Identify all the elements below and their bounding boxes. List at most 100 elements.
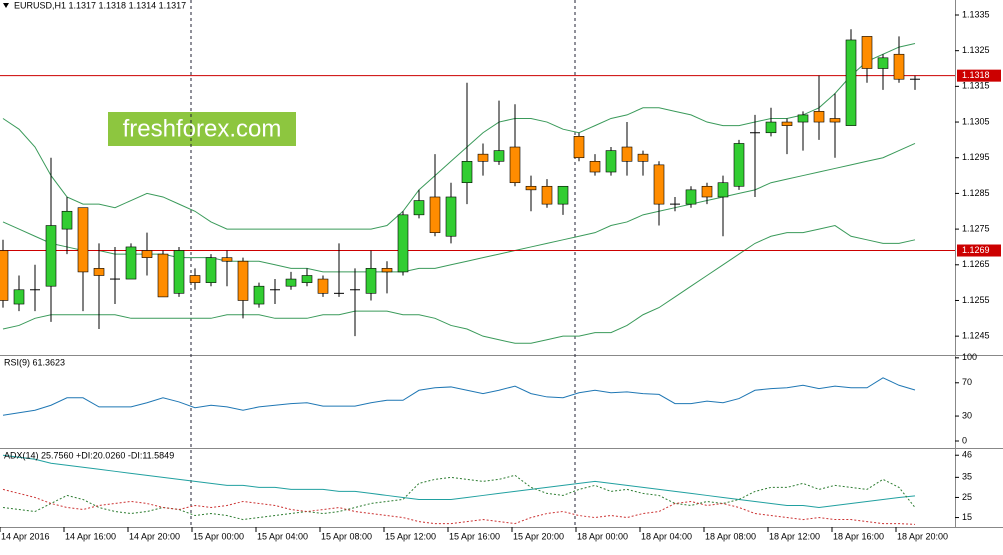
candle-body (477, 153, 489, 162)
y-tick-label: 0 (962, 435, 967, 445)
candle-body (557, 185, 569, 205)
candle-body (445, 196, 457, 237)
candle-body (765, 121, 777, 134)
candle-body (541, 185, 553, 205)
candle-body (61, 210, 73, 230)
candle-body (77, 207, 89, 273)
candle-body (93, 268, 105, 276)
y-tick-label: 1.1255 (962, 295, 990, 305)
x-tick-label: 14 Apr 2016 (1, 531, 50, 541)
panel-title: EURUSD,H1 1.1317 1.1318 1.1314 1.1317 (14, 0, 186, 10)
y-tick-label: 1.1285 (962, 188, 990, 198)
candle-body (893, 53, 905, 80)
bollinger-band (2, 43, 916, 230)
candle-body (413, 200, 425, 216)
x-tick-label: 18 Apr 00:00 (577, 531, 628, 541)
candle-body (701, 185, 713, 198)
watermark-bg (108, 112, 296, 146)
candle-body (589, 160, 601, 173)
indicator-line (2, 377, 916, 416)
bollinger-band (2, 224, 916, 344)
x-tick-label: 18 Apr 12:00 (769, 531, 820, 541)
candle-body (813, 111, 825, 123)
y-tick-label: 46 (962, 450, 972, 460)
candle-body (829, 118, 841, 123)
candle-body (637, 153, 649, 162)
candle-body (45, 225, 57, 287)
y-tick-label: 1.1325 (962, 45, 990, 55)
indicator-line (2, 474, 916, 521)
x-tick-label: 14 Apr 16:00 (65, 531, 116, 541)
y-tick-label: 1.1245 (962, 331, 990, 341)
watermark-box: freshforex.com (108, 112, 296, 146)
y-tick-label: 1.1305 (962, 116, 990, 126)
candle-body (189, 275, 201, 283)
watermark: freshforex.com (123, 115, 282, 142)
y-tick-label: 25 (962, 492, 972, 502)
candle-body (573, 136, 585, 159)
candle-body (525, 185, 537, 191)
y-tick-label: 35 (962, 472, 972, 482)
candle-body (733, 143, 745, 187)
candle-body (173, 250, 185, 294)
level-label-bg (957, 69, 1001, 82)
level-label: 1.1269 (962, 245, 990, 255)
x-tick-label: 15 Apr 04:00 (257, 531, 308, 541)
candle-body (877, 57, 889, 69)
candle-body (621, 146, 633, 162)
indicator-line (2, 488, 916, 525)
y-tick-label: 15 (962, 512, 972, 522)
y-tick-label: 1.1275 (962, 223, 990, 233)
candle-body (653, 164, 665, 205)
candle-body (493, 150, 505, 162)
candle-body (717, 182, 729, 198)
y-tick-label: 1.1315 (962, 81, 990, 91)
panel-frames (0, 0, 1003, 528)
candle-body (221, 257, 233, 262)
x-tick-label: 15 Apr 12:00 (385, 531, 436, 541)
candle-body (429, 196, 441, 233)
bollinger-band (2, 143, 916, 273)
candle-body (285, 278, 297, 287)
x-tick-label: 18 Apr 20:00 (897, 531, 948, 541)
candle-body (157, 253, 169, 298)
candle-body (301, 275, 313, 283)
x-tick-label: 15 Apr 16:00 (449, 531, 500, 541)
candle-body (237, 260, 249, 301)
candle-body (141, 250, 153, 258)
level-label: 1.1318 (962, 70, 990, 80)
x-tick-label: 14 Apr 20:00 (129, 531, 180, 541)
candle-body (0, 250, 9, 301)
candle-body (397, 214, 409, 273)
x-tick-label: 18 Apr 16:00 (833, 531, 884, 541)
panel-title: RSI(9) 61.3623 (4, 357, 65, 367)
x-tick-label: 15 Apr 08:00 (321, 531, 372, 541)
indicator-line (2, 454, 916, 509)
y-tick-label: 100 (962, 352, 977, 362)
candle-body (13, 289, 25, 305)
candle-body (381, 268, 393, 273)
y-tick-label: 70 (962, 377, 972, 387)
candle-body (509, 146, 521, 184)
candle-body (845, 39, 857, 126)
x-tick-label: 15 Apr 20:00 (513, 531, 564, 541)
x-tick-label: 18 Apr 04:00 (641, 531, 692, 541)
candle-body (685, 189, 697, 205)
y-tick-label: 1.1295 (962, 152, 990, 162)
candle-body (317, 278, 329, 294)
y-tick-label: 1.1265 (962, 259, 990, 269)
panel-title: ADX(14) 25.7560 +DI:20.0260 -DI:11.5849 (4, 450, 174, 460)
candle-body (781, 121, 793, 126)
candle-body (861, 36, 873, 69)
y-tick-label: 1.1335 (962, 9, 990, 19)
x-tick-label: 18 Apr 08:00 (705, 531, 756, 541)
candle-body (253, 285, 265, 305)
candle-body (605, 150, 617, 173)
level-label-bg (957, 244, 1001, 257)
y-tick-label: 30 (962, 410, 972, 420)
candle-body (461, 160, 473, 184)
candle-body (797, 114, 809, 123)
x-tick-label: 15 Apr 00:00 (193, 531, 244, 541)
candle-body (365, 268, 377, 294)
